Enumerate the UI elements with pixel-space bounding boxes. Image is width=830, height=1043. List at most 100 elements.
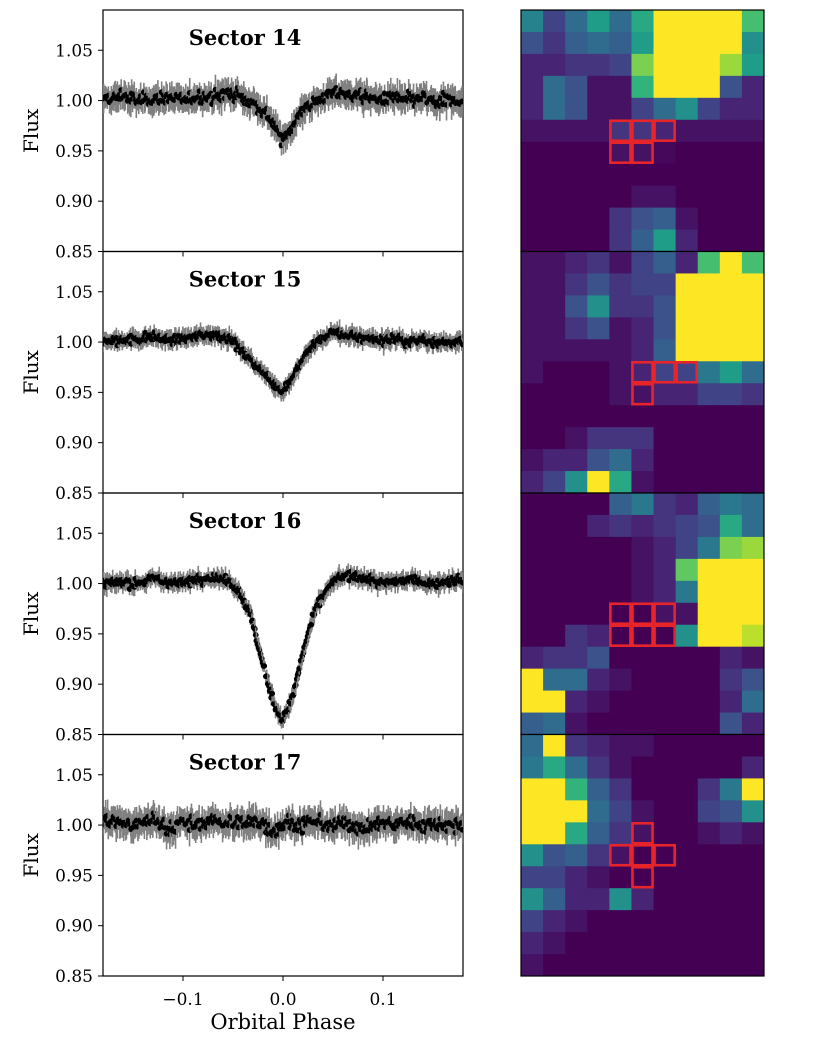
- y-tick-label: 0.90: [55, 675, 93, 695]
- stamp-pixel: [741, 471, 765, 494]
- data-group: [103, 799, 463, 850]
- stamp-pixel: [741, 449, 765, 472]
- stamp-pixel: [543, 383, 566, 406]
- stamp-pixel: [609, 756, 632, 779]
- y-tick-label: 0.95: [55, 383, 93, 403]
- stamp-pixel: [675, 844, 699, 867]
- stamp-pixel: [631, 624, 654, 648]
- stamp-pixel: [697, 778, 721, 801]
- stamp-pixel: [543, 866, 566, 889]
- stamp-pixel: [521, 361, 544, 384]
- stamp-pixel: [741, 536, 765, 560]
- stamp-pixel: [741, 185, 765, 208]
- aperture-pixel: [631, 865, 654, 889]
- stamp-pixel: [653, 229, 677, 252]
- stamp-pixel: [521, 10, 544, 33]
- stamp-pixel: [631, 251, 654, 274]
- stamp-pixel: [587, 141, 610, 165]
- stamp-pixel: [565, 10, 588, 33]
- stamp-pixel: [653, 932, 677, 955]
- y-tick-label: 1.00: [55, 816, 93, 836]
- stamp-pixel: [653, 778, 677, 801]
- stamp-pixel: [587, 339, 610, 362]
- stamp-pixel: [675, 229, 699, 252]
- panel-sector-17: 0.85 0.90 0.95 1.00 1.05 Flux Sector 17 −0.1 0.0…: [19, 733, 464, 1010]
- stamp-pixel: [653, 405, 677, 428]
- stamp-pixel: [543, 493, 566, 516]
- y-tick-label: 1.00: [55, 575, 93, 595]
- y-tick-label: 0.90: [55, 917, 93, 937]
- stamp-pixel: [741, 910, 765, 933]
- stamp-pixel: [675, 207, 699, 230]
- stamp-pixel: [719, 317, 743, 340]
- stamp-pixel: [653, 273, 677, 296]
- stamp-pixel: [543, 844, 566, 867]
- stamp-pixel: [587, 295, 610, 318]
- stamp-pixel: [587, 163, 610, 187]
- y-axis-label: Flux: [19, 591, 43, 636]
- stamp-pixel: [697, 427, 721, 450]
- stamp-pixel: [675, 251, 699, 274]
- stamp-pixel: [521, 734, 544, 757]
- stamp-pixel: [719, 690, 743, 713]
- stamp-pixel: [543, 954, 566, 977]
- stamp-pixel: [675, 558, 699, 582]
- aperture-pixel: [631, 602, 654, 626]
- stamp-pixel: [587, 822, 610, 845]
- stamp-pixel: [697, 514, 721, 538]
- stamp-pixel: [719, 339, 743, 362]
- aperture-pixel: [631, 382, 654, 406]
- stamp-pixel: [631, 383, 654, 406]
- stamp-pixel: [609, 844, 632, 867]
- stamp-pixel: [653, 822, 677, 845]
- panel-title: Sector 17: [189, 750, 302, 775]
- stamp-pixel: [543, 690, 566, 713]
- stamp-pixel: [741, 405, 765, 428]
- stamp-pixel: [587, 602, 610, 626]
- aperture-pixel: [675, 360, 699, 384]
- stamp-pixel: [521, 932, 544, 955]
- stamp-pixel: [741, 119, 765, 143]
- stamp-pixel: [675, 295, 699, 318]
- stamp-pixel: [675, 602, 699, 626]
- stamp-pixel: [719, 185, 743, 208]
- stamp-pixel: [631, 646, 654, 670]
- stamp-pixel: [609, 163, 632, 187]
- stamp-pixel: [609, 295, 632, 318]
- stamp-pixel: [609, 31, 632, 55]
- stamp-pixel: [587, 97, 610, 121]
- stamp-pixel: [631, 558, 654, 582]
- stamp-pixel: [565, 383, 588, 406]
- stamp-pixel: [543, 536, 566, 560]
- stamp-pixel: [521, 317, 544, 340]
- stamp-pixel: [543, 295, 566, 318]
- data-point: [459, 341, 463, 348]
- stamp-pixel: [653, 844, 677, 867]
- stamp-pixel: [609, 558, 632, 582]
- stamp-pixel: [609, 493, 632, 516]
- stamp-pixel: [543, 800, 566, 823]
- stamp-pixel: [697, 646, 721, 670]
- stamp-pixel: [631, 844, 654, 867]
- data-point: [261, 663, 268, 669]
- stamp-pixel: [719, 668, 743, 691]
- stamp-pixel: [697, 163, 721, 187]
- stamp-pixel: [587, 273, 610, 296]
- stamp-pixel: [565, 866, 588, 889]
- stamp-pixel: [697, 53, 721, 77]
- stamp-pixel: [653, 53, 677, 77]
- stamp-pixel: [565, 822, 588, 845]
- stamp-pixel: [521, 756, 544, 779]
- stamp-pixel: [609, 273, 632, 296]
- stamp-pixel: [653, 427, 677, 450]
- y-tick-label: 0.85: [55, 967, 93, 987]
- stamp-pixel: [697, 383, 721, 406]
- stamp-pixel: [565, 97, 588, 121]
- stamp-pixel: [587, 361, 610, 384]
- stamp-pixel: [565, 361, 588, 384]
- x-tick-label: 0.1: [369, 990, 396, 1010]
- stamp-pixel: [741, 580, 765, 604]
- stamp-pixel: [609, 75, 632, 99]
- stamp-pixel: [543, 712, 566, 735]
- stamp-pixel: [719, 580, 743, 604]
